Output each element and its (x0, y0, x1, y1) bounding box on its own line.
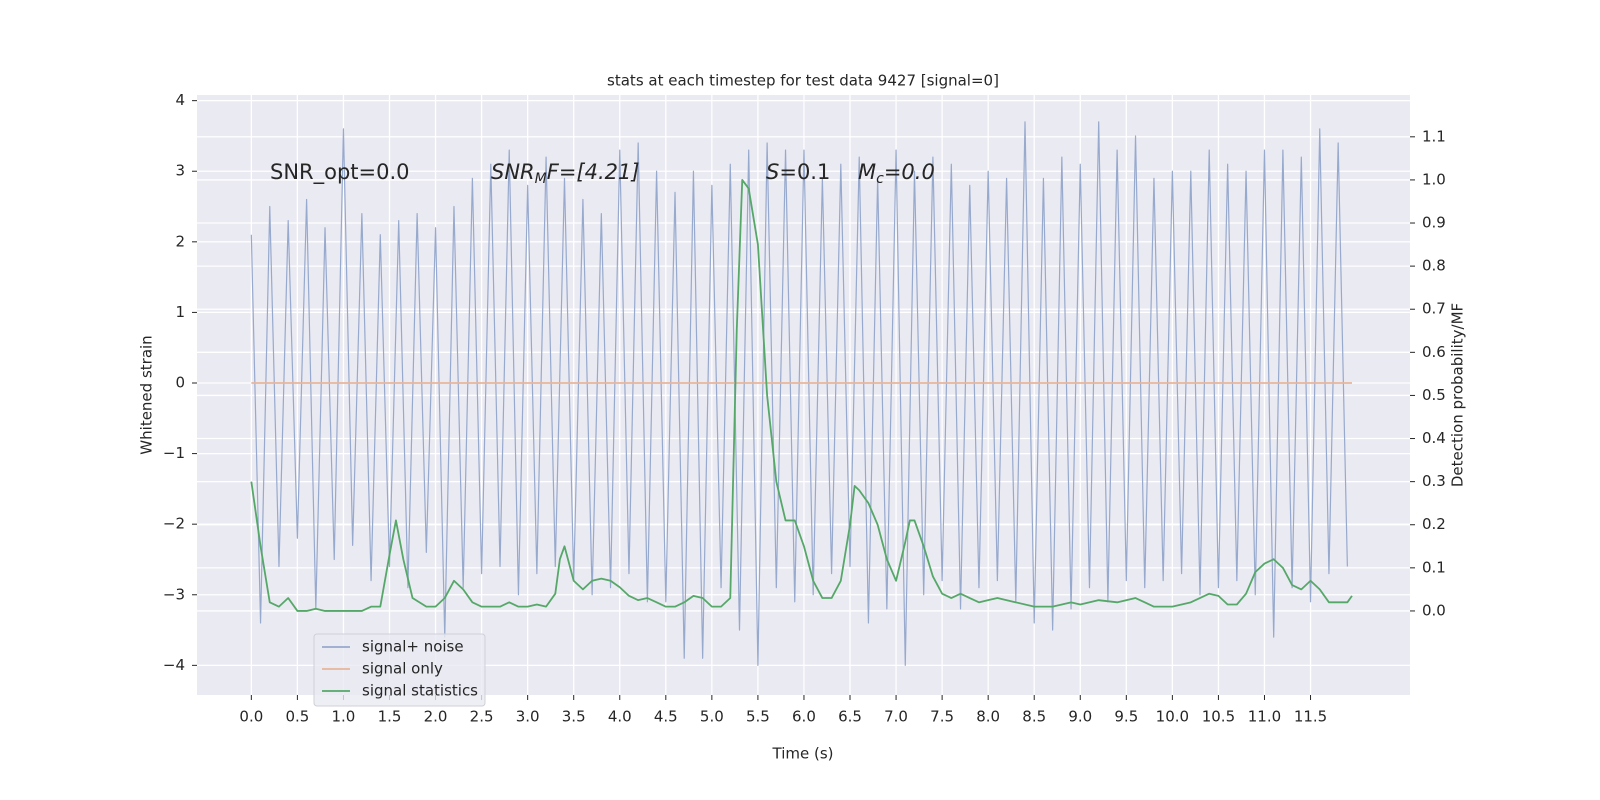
y2-axis-label: Detection probability/MF (1449, 303, 1467, 487)
x-tick-label: 11.5 (1294, 708, 1327, 726)
x-tick-label: 4.5 (654, 708, 678, 726)
y2-tick-label: 1.0 (1422, 170, 1446, 188)
x-tick-label: 9.5 (1114, 708, 1138, 726)
y2-tick-label: 0.5 (1422, 386, 1446, 404)
chart-title: stats at each timestep for test data 942… (607, 72, 999, 90)
x-tick-label: 8.0 (976, 708, 1000, 726)
annotation-rest: =0.1 (779, 160, 830, 184)
x-tick-label: 0.0 (239, 708, 263, 726)
x-tick-label: 8.5 (1022, 708, 1046, 726)
series-line (250, 121, 1348, 666)
x-tick-label: 5.0 (700, 708, 724, 726)
x-axis-label: Time (s) (772, 745, 834, 763)
x-tick-label: 2.5 (470, 708, 494, 726)
x-tick-label: 6.0 (792, 708, 816, 726)
x-tick-label: 1.0 (332, 708, 356, 726)
x-tick-label: 4.0 (608, 708, 632, 726)
y2-tick-label: 0.9 (1422, 214, 1446, 232)
y2-tick-label: 0.3 (1422, 472, 1446, 490)
x-tick-label: 7.5 (930, 708, 954, 726)
annotation-rest: F=[4.21] (547, 160, 640, 184)
y-tick-label: −4 (163, 656, 185, 674)
annotation-text: M (858, 160, 876, 184)
series-line (250, 179, 1353, 612)
x-tick-label: 3.0 (516, 708, 540, 726)
x-tick-label: 10.5 (1202, 708, 1235, 726)
annotation: Mc=0.0 (858, 160, 935, 187)
legend-label: signal+ noise (362, 638, 464, 656)
x-tick-label: 11.0 (1248, 708, 1281, 726)
y-tick-label: 2 (175, 232, 185, 250)
x-tick-label: 2.0 (424, 708, 448, 726)
y-tick-label: −1 (163, 444, 185, 462)
annotation-rest: =0.0 (884, 160, 935, 184)
x-tick-label: 1.5 (378, 708, 402, 726)
y-tick-label: 1 (175, 303, 185, 321)
annotation: SNRMF=[4.21] (491, 160, 640, 187)
x-tick-label: 9.0 (1068, 708, 1092, 726)
annotation-text: S (766, 160, 779, 184)
annotation-text: SNR (491, 160, 535, 184)
annotation: SNR_opt=0.0 (270, 160, 410, 185)
x-tick-label: 5.5 (746, 708, 770, 726)
annotation-sub: M (535, 171, 547, 187)
annotation-text: SNR_opt=0.0 (270, 160, 410, 185)
y-tick-label: 3 (175, 162, 185, 180)
y2-tick-label: 0.0 (1422, 601, 1446, 619)
y-axis-label: Whitened strain (138, 335, 156, 454)
y2-tick-label: 1.1 (1422, 127, 1446, 145)
y2-tick-label: 0.6 (1422, 343, 1446, 361)
legend-label: signal only (362, 660, 443, 678)
y2-tick-label: 0.4 (1422, 429, 1446, 447)
y2-tick-label: 0.7 (1422, 300, 1446, 318)
x-tick-label: 0.5 (285, 708, 309, 726)
x-tick-label: 10.0 (1156, 708, 1189, 726)
y2-tick-label: 0.2 (1422, 515, 1446, 533)
y2-tick-label: 0.1 (1422, 558, 1446, 576)
y-tick-label: −3 (163, 585, 185, 603)
x-tick-label: 6.5 (838, 708, 862, 726)
x-tick-label: 3.5 (562, 708, 586, 726)
y-tick-label: 0 (175, 374, 185, 392)
x-tick-label: 7.0 (884, 708, 908, 726)
y2-tick-label: 0.8 (1422, 257, 1446, 275)
y-tick-label: −2 (163, 515, 185, 533)
legend-box (313, 633, 486, 707)
annotation: S=0.1 (766, 160, 830, 184)
annotation-sub: c (876, 171, 884, 187)
legend-label: signal statistics (362, 682, 478, 700)
y-tick-label: 4 (175, 91, 185, 109)
